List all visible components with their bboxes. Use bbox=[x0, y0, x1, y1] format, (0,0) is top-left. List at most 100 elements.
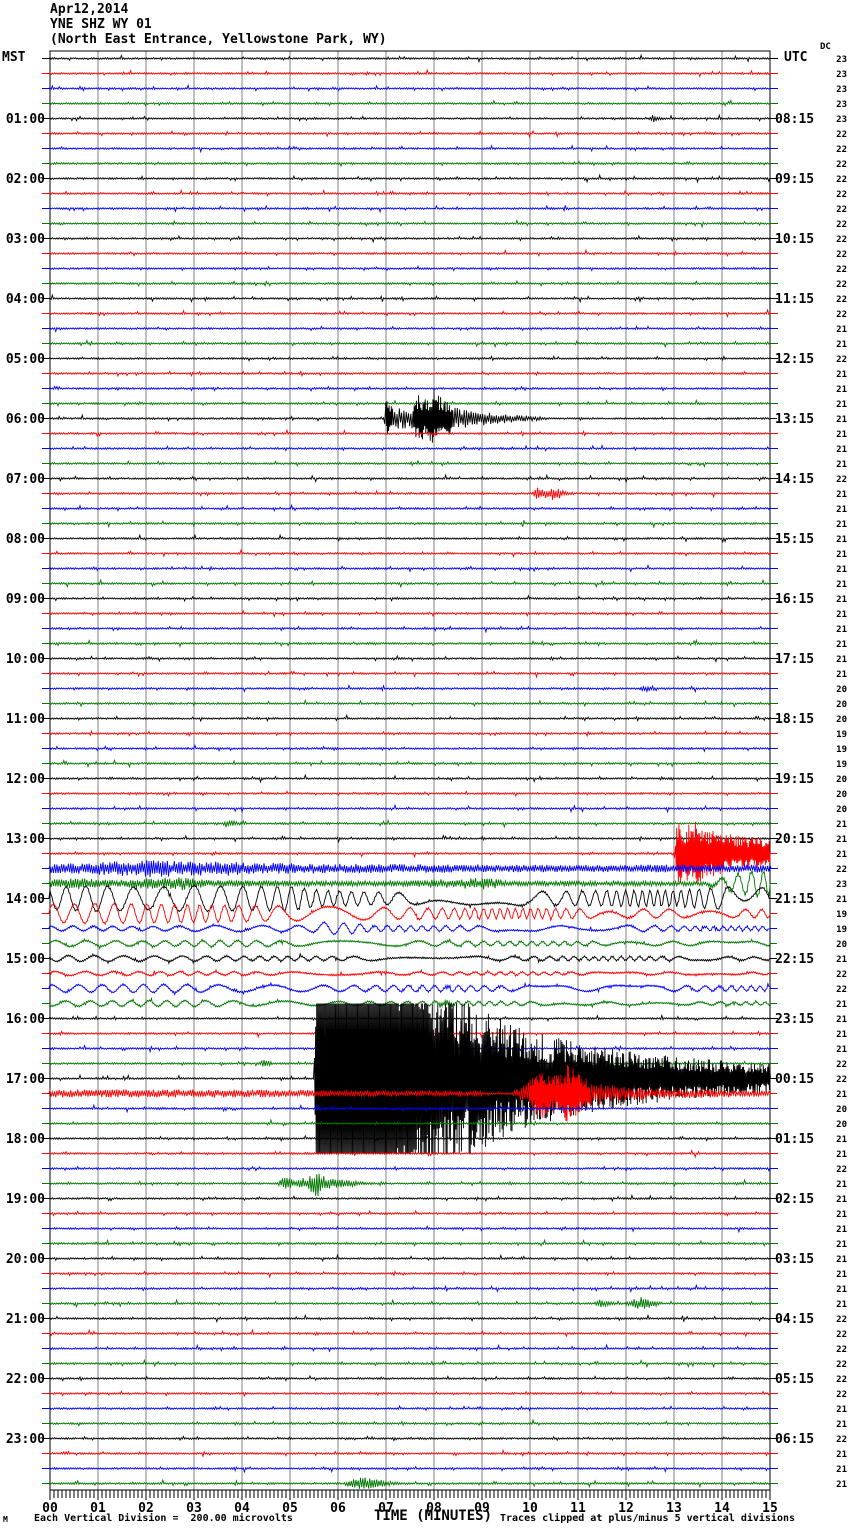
mst-label-17:00: 17:00 bbox=[6, 1072, 45, 1087]
dc-value-row-74: 22 bbox=[836, 1165, 847, 1175]
trace-row-35 bbox=[42, 578, 778, 589]
dc-value-row-11: 22 bbox=[836, 220, 847, 230]
dc-value-row-53: 21 bbox=[836, 850, 847, 860]
trace-row-19 bbox=[42, 339, 778, 349]
utc-label-10:15: 10:15 bbox=[775, 232, 814, 247]
x-tick-08: 08 bbox=[426, 1501, 442, 1516]
dc-value-row-8: 22 bbox=[836, 175, 847, 185]
trace-row-53 bbox=[42, 821, 778, 885]
x-tick-05: 05 bbox=[282, 1501, 298, 1516]
mst-label-22:00: 22:00 bbox=[6, 1372, 45, 1387]
trace-row-36 bbox=[42, 594, 778, 603]
trace-row-82 bbox=[42, 1283, 778, 1294]
trace-row-85 bbox=[42, 1328, 778, 1338]
dc-value-row-49: 20 bbox=[836, 790, 847, 800]
dc-value-row-61: 22 bbox=[836, 970, 847, 980]
title-station: YNE SHZ WY 01 bbox=[50, 17, 152, 32]
x-tick-14: 14 bbox=[714, 1501, 730, 1516]
trace-row-54 bbox=[42, 860, 778, 878]
dc-value-row-2: 23 bbox=[836, 85, 847, 95]
dc-value-row-75: 21 bbox=[836, 1180, 847, 1190]
trace-row-39 bbox=[42, 638, 778, 648]
x-tick-06: 06 bbox=[330, 1501, 346, 1516]
dc-value-row-28: 22 bbox=[836, 475, 847, 485]
dc-value-row-33: 21 bbox=[836, 550, 847, 560]
dc-value-row-35: 21 bbox=[836, 580, 847, 590]
dc-value-row-26: 21 bbox=[836, 445, 847, 455]
trace-row-31 bbox=[42, 520, 778, 529]
dc-value-row-10: 22 bbox=[836, 205, 847, 215]
x-tick-00: 00 bbox=[42, 1501, 58, 1516]
dc-value-row-20: 22 bbox=[836, 355, 847, 365]
dc-value-row-25: 21 bbox=[836, 430, 847, 440]
utc-label-17:15: 17:15 bbox=[775, 652, 814, 667]
utc-label-13:15: 13:15 bbox=[775, 412, 814, 427]
dc-value-row-27: 21 bbox=[836, 460, 847, 470]
trace-row-27 bbox=[42, 459, 778, 468]
utc-label-09:15: 09:15 bbox=[775, 172, 814, 187]
trace-row-43 bbox=[42, 698, 778, 708]
trace-row-34 bbox=[42, 563, 778, 573]
dc-column-header: DC bbox=[820, 42, 831, 52]
dc-value-row-19: 21 bbox=[836, 340, 847, 350]
dc-value-row-34: 21 bbox=[836, 565, 847, 575]
trace-row-32 bbox=[42, 533, 778, 544]
trace-row-63 bbox=[42, 996, 778, 1009]
dc-value-row-16: 22 bbox=[836, 295, 847, 305]
dc-value-row-21: 21 bbox=[836, 370, 847, 380]
dc-value-row-58: 19 bbox=[836, 925, 847, 935]
trace-row-3 bbox=[42, 99, 778, 107]
trace-row-71 bbox=[42, 1118, 778, 1127]
dc-value-row-83: 21 bbox=[836, 1300, 847, 1310]
mst-label-15:00: 15:00 bbox=[6, 952, 45, 967]
dc-value-row-76: 21 bbox=[836, 1195, 847, 1205]
trace-row-2 bbox=[42, 83, 778, 93]
trace-rows bbox=[42, 53, 778, 1489]
trace-row-8 bbox=[42, 173, 778, 184]
trace-row-1 bbox=[42, 68, 778, 78]
dc-value-row-55: 23 bbox=[836, 880, 847, 890]
trace-row-59 bbox=[42, 937, 777, 950]
dc-value-row-78: 21 bbox=[836, 1225, 847, 1235]
x-tick-13: 13 bbox=[666, 1501, 682, 1516]
dc-value-row-37: 21 bbox=[836, 610, 847, 620]
trace-row-48 bbox=[42, 773, 778, 784]
utc-label-19:15: 19:15 bbox=[775, 772, 814, 787]
trace-row-73 bbox=[42, 1149, 778, 1159]
trace-row-77 bbox=[42, 1209, 778, 1217]
mst-label-19:00: 19:00 bbox=[6, 1192, 45, 1207]
trace-row-29 bbox=[42, 487, 778, 500]
trace-row-26 bbox=[42, 444, 778, 452]
utc-label-06:15: 06:15 bbox=[775, 1432, 814, 1447]
trace-row-5 bbox=[42, 129, 778, 139]
dc-value-row-86: 22 bbox=[836, 1345, 847, 1355]
trace-row-16 bbox=[42, 293, 778, 304]
mst-label-10:00: 10:00 bbox=[6, 652, 45, 667]
trace-row-24 bbox=[42, 389, 777, 443]
dc-values: 23 23 23 23 23 22 22 22 22 22 22 22 22 22 22 22 22 22 21 21… bbox=[836, 55, 847, 1490]
dc-value-row-7: 22 bbox=[836, 160, 847, 170]
dc-value-row-85: 22 bbox=[836, 1330, 847, 1340]
x-tick-07: 07 bbox=[378, 1501, 394, 1516]
dc-value-row-71: 20 bbox=[836, 1120, 847, 1130]
mst-label-11:00: 11:00 bbox=[6, 712, 45, 727]
trace-row-42 bbox=[42, 684, 778, 694]
trace-row-28 bbox=[42, 473, 778, 484]
trace-row-92 bbox=[42, 1435, 778, 1442]
mst-label-09:00: 09:00 bbox=[6, 592, 45, 607]
trace-row-45 bbox=[42, 729, 778, 738]
mst-label-07:00: 07:00 bbox=[6, 472, 45, 487]
dc-value-row-73: 21 bbox=[836, 1150, 847, 1160]
trace-row-78 bbox=[42, 1224, 778, 1234]
dc-value-row-91: 21 bbox=[836, 1420, 847, 1430]
utc-label-20:15: 20:15 bbox=[775, 832, 814, 847]
trace-row-9 bbox=[42, 188, 778, 197]
trace-row-62 bbox=[42, 981, 778, 996]
dc-value-row-63: 21 bbox=[836, 1000, 847, 1010]
dc-value-row-36: 21 bbox=[836, 595, 847, 605]
dc-value-row-81: 21 bbox=[836, 1270, 847, 1280]
x-axis-title: TIME (MINUTES) bbox=[374, 1508, 493, 1524]
dc-value-row-67: 22 bbox=[836, 1060, 847, 1070]
dc-value-row-82: 21 bbox=[836, 1285, 847, 1295]
